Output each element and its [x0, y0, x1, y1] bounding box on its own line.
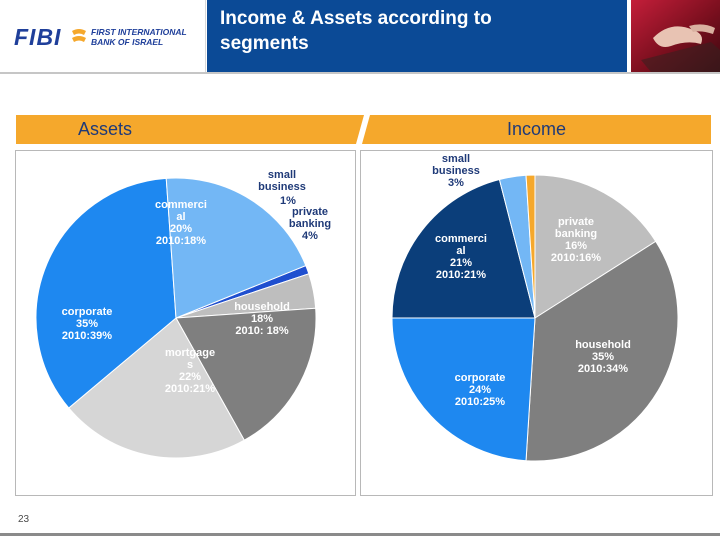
slice-label: corporate 24% 2010:25% [455, 372, 506, 408]
pie-slice [391, 317, 536, 462]
logo-emblem-icon [72, 29, 86, 42]
bank-name-line2: BANK OF ISRAEL [91, 37, 164, 47]
pie-slice [525, 240, 679, 462]
slice-label: small business [258, 169, 306, 193]
slice-value-label: 1% [280, 195, 296, 207]
pie-slice [68, 317, 245, 459]
pie-slice [165, 177, 307, 319]
slice-label: commerci al 20% 2010:18% [155, 199, 207, 247]
bank-logo: FIBI FIRST INTERNATIONAL BANK OF ISRAEL [0, 0, 206, 72]
page-title: Income & Assets according to segments [220, 8, 492, 54]
bank-name-line1: FIRST INTERNATIONAL [91, 27, 187, 37]
income-chart-title: Income [506, 119, 567, 139]
slice-label: household 18% 2010: 18% [234, 301, 290, 337]
header-divider [0, 72, 720, 74]
pie-slice [391, 178, 536, 319]
slide-header: FIBI FIRST INTERNATIONAL BANK OF ISRAEL … [0, 0, 720, 74]
slice-label: private banking 4% [289, 206, 331, 242]
slice-label: small business 3% [432, 153, 480, 189]
hand-on-keyboard-image [631, 0, 720, 72]
pie-slice [534, 174, 657, 319]
pie-slice [35, 177, 177, 409]
bank-name: FIRST INTERNATIONAL BANK OF ISRAEL [91, 27, 187, 47]
title-bar: Income & Assets according to segments [207, 0, 627, 72]
income-pie-chart: private banking 16% 2010:16% household 35% 201… [391, 153, 679, 462]
header-photo [631, 0, 720, 72]
logo-wordmark: FIBI [14, 24, 62, 50]
slice-label: corporate 35% 2010:39% [62, 306, 113, 342]
assets-heading-band: Assets [16, 115, 364, 144]
pie-slice [175, 307, 317, 441]
assets-pie-chart: small business 1%private banking 4% household… [35, 169, 331, 459]
slice-label: household 35% 2010:34% [575, 339, 631, 375]
slice-label: commerci al 21% 2010:21% [435, 233, 487, 281]
footer-divider [0, 533, 720, 536]
income-heading-band: Income [362, 115, 711, 144]
assets-chart-title: Assets [77, 119, 133, 139]
slice-label: mortgage s 22% 2010:21% [165, 347, 215, 395]
page-number: 23 [18, 514, 30, 525]
slice-label: private banking 16% 2010:16% [551, 216, 601, 264]
pie-slice [525, 174, 536, 319]
